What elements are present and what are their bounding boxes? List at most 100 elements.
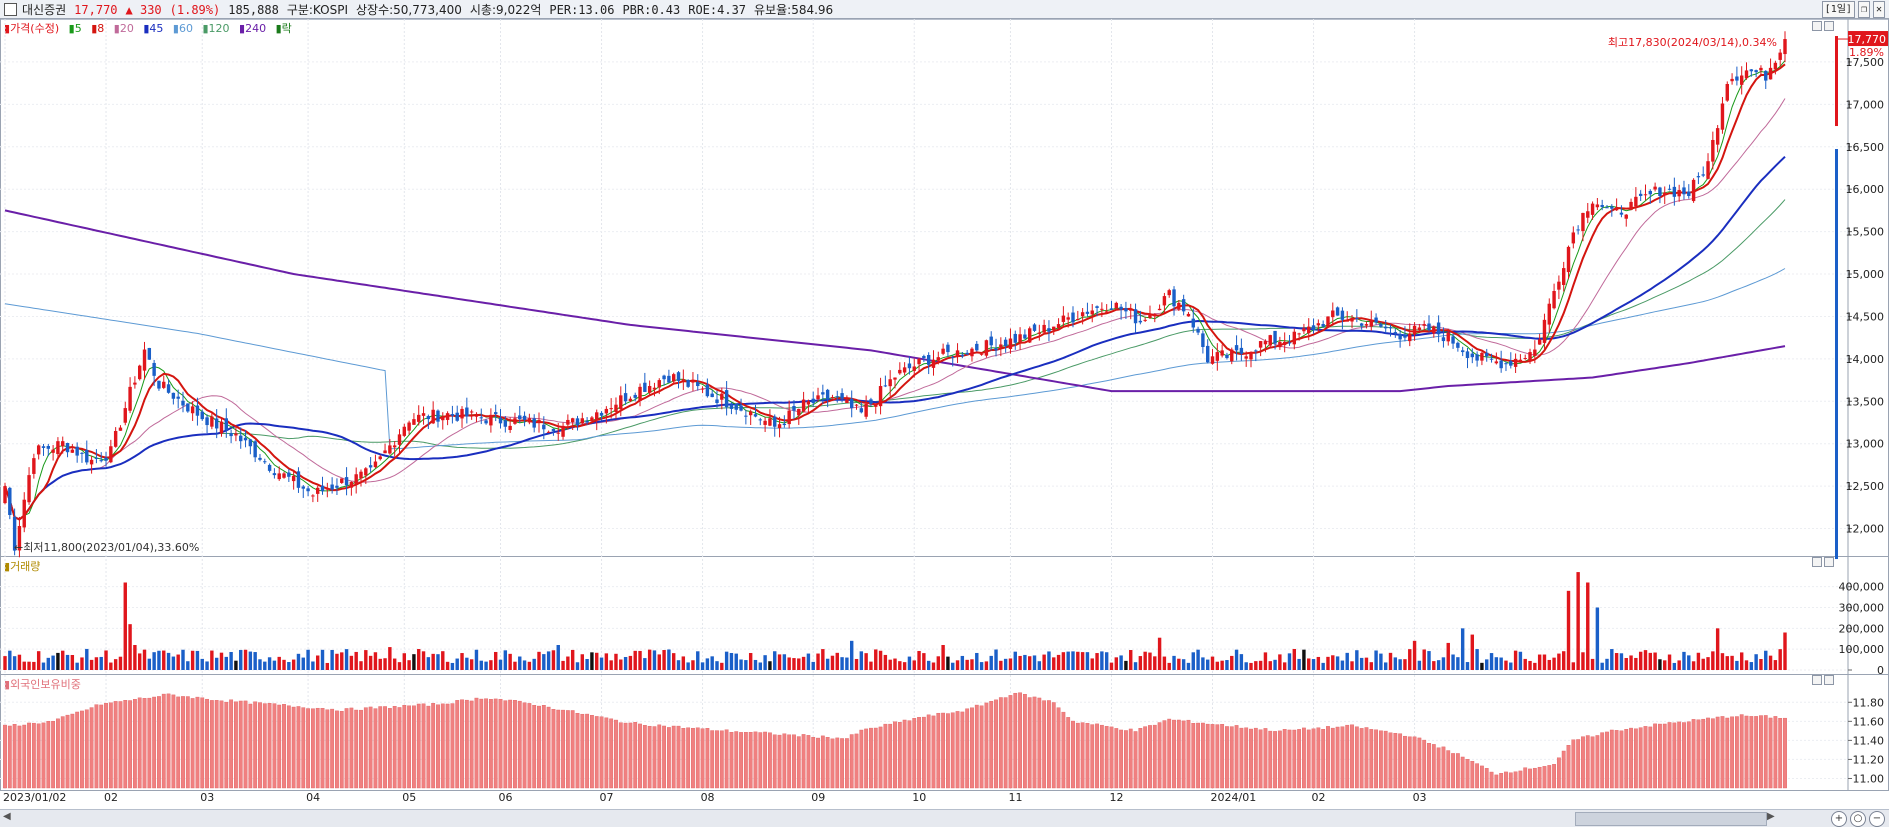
scroll-left-icon[interactable]: ◀: [3, 811, 11, 822]
candle: [792, 400, 796, 420]
volume-bar: [1619, 653, 1624, 670]
panel-restore-icon[interactable]: [1812, 675, 1822, 685]
scroll-right-icon[interactable]: ▶: [1767, 811, 1775, 822]
foreign-ratio-bar: [1398, 733, 1403, 789]
panel-restore-icon[interactable]: [1812, 557, 1822, 567]
foreign-ratio-bar: [190, 698, 195, 789]
foreign-ratio-bar: [12, 724, 17, 789]
volume-bar: [999, 660, 1003, 670]
candle: [835, 390, 839, 403]
candle-body: [195, 405, 200, 416]
volume-bar: [89, 659, 94, 670]
candle: [1230, 347, 1234, 365]
foreign-ratio-bar: [354, 709, 359, 789]
foreign-ratio-bar: [878, 726, 883, 789]
candle: [89, 455, 94, 474]
candle-body: [219, 421, 224, 434]
candle: [926, 352, 931, 375]
candle-body: [989, 336, 993, 346]
foreign-ratio-bar: [758, 732, 763, 789]
volume-bar: [1104, 652, 1109, 670]
candle-body: [1124, 308, 1128, 312]
volume-bar: [1153, 656, 1157, 670]
foreign-ratio-bar: [1311, 728, 1316, 789]
candle: [1331, 302, 1335, 326]
candle: [421, 406, 426, 425]
candle-body: [397, 434, 402, 445]
foreign-ratio-bar: [474, 697, 479, 789]
y-tick-label: 13,500: [1846, 395, 1885, 408]
foreign-ratio-bar: [830, 738, 835, 789]
restore-icon[interactable]: ❐: [1857, 1, 1870, 18]
candle: [306, 485, 310, 497]
foreign-ratio-bar: [455, 700, 460, 789]
volume-bar: [1783, 632, 1787, 670]
volume-bar: [181, 649, 185, 670]
legend-rak[interactable]: ▮락: [275, 22, 292, 35]
volume-bar: [1696, 652, 1701, 670]
foreign-ratio-bar: [421, 703, 426, 789]
zoom-reset-icon[interactable]: ○: [1850, 811, 1866, 827]
foreign-ratio-bar: [1167, 718, 1172, 789]
legend-ma8[interactable]: ▮8: [91, 22, 105, 35]
legend-price[interactable]: ▮가격(수정): [4, 22, 60, 35]
legend-ma45[interactable]: ▮45: [143, 22, 164, 35]
candle-body: [825, 389, 830, 400]
candle: [1162, 292, 1167, 314]
foreign-ratio-bar: [623, 722, 628, 789]
legend-ma20[interactable]: ▮20: [113, 22, 134, 35]
volume-bar: [1658, 659, 1662, 670]
foreign-ratio-bar: [498, 698, 503, 789]
foreign-ratio-bar: [1754, 716, 1759, 789]
foreign-ratio-bar: [1638, 727, 1643, 789]
candle: [1460, 346, 1465, 357]
horizontal-scrollbar[interactable]: ◀ ▶ + ○ −: [0, 809, 1889, 827]
foreign-legend[interactable]: ▮외국인보유비중: [4, 678, 81, 691]
foreign-ratio-bar: [27, 722, 31, 789]
panel-close-icon[interactable]: [1824, 21, 1834, 31]
volume-bar: [80, 657, 84, 670]
scroll-thumb[interactable]: [1575, 812, 1767, 826]
foreign-ratio-bar: [585, 713, 590, 789]
volume-bar: [1254, 661, 1258, 670]
volume-legend[interactable]: ▮거래량: [4, 560, 41, 573]
candle-body: [1744, 70, 1749, 79]
zoom-in-icon[interactable]: +: [1831, 811, 1847, 827]
foreign-ratio-bar: [123, 700, 128, 789]
pbr-value: PBR:0.43: [622, 2, 681, 17]
foreign-ratio-bar: [671, 725, 676, 789]
candle: [1085, 302, 1090, 317]
candle-body: [955, 350, 960, 358]
candle-body: [1456, 342, 1460, 348]
zoom-out-icon[interactable]: −: [1869, 811, 1885, 827]
foreign-ratio-bar: [224, 701, 229, 789]
candle-body: [200, 411, 204, 420]
legend-ma240[interactable]: ▮240: [239, 22, 267, 35]
foreign-ratio-bar: [705, 728, 710, 789]
panel-restore-icon[interactable]: [1812, 21, 1822, 31]
legend-ma120[interactable]: ▮120: [202, 22, 230, 35]
candle-body: [277, 473, 281, 480]
candle-body: [1489, 358, 1494, 360]
candle-body: [638, 386, 642, 401]
foreign-ratio-bar: [209, 700, 214, 789]
menu-checkbox-icon[interactable]: [4, 3, 17, 16]
candle: [696, 374, 700, 391]
candle-body: [883, 385, 888, 387]
volume-bar: [951, 662, 955, 670]
volume-bar: [1773, 660, 1778, 670]
legend-ma60[interactable]: ▮60: [172, 22, 193, 35]
volume-bar: [272, 660, 277, 670]
foreign-ratio-bar: [1499, 773, 1504, 789]
panel-close-icon[interactable]: [1824, 675, 1834, 685]
panel-close-icon[interactable]: [1824, 557, 1834, 567]
legend-ma5[interactable]: ▮5: [68, 22, 82, 35]
period-button[interactable]: [1일]: [1821, 1, 1855, 18]
foreign-ratio-bar: [1436, 747, 1441, 789]
close-icon[interactable]: ✕: [1872, 1, 1885, 18]
candle: [142, 341, 147, 380]
foreign-ratio-bar: [1609, 729, 1614, 789]
candle-body: [1706, 161, 1710, 179]
foreign-ratio-bar: [1667, 722, 1672, 789]
